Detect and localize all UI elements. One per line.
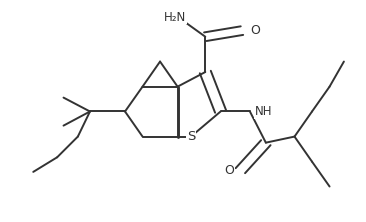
Text: S: S: [187, 130, 195, 143]
Text: O: O: [250, 24, 260, 37]
Text: NH: NH: [255, 105, 272, 118]
Text: O: O: [224, 164, 234, 177]
Text: H₂N: H₂N: [164, 11, 186, 24]
